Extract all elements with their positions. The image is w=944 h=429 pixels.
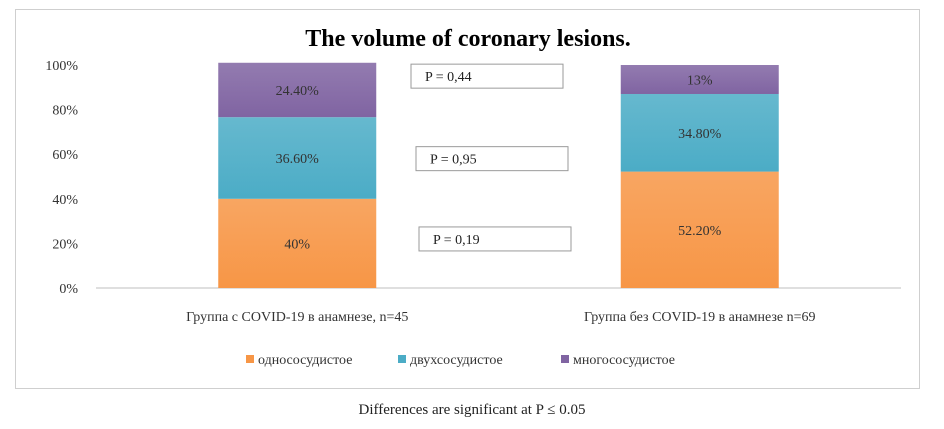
significance-footnote: Differences are significant at P ≤ 0.05 bbox=[358, 402, 586, 418]
p-value-box bbox=[418, 226, 572, 252]
data-label: 34.80% bbox=[678, 127, 722, 142]
data-label: 40% bbox=[284, 237, 310, 252]
y-tick-label: 40% bbox=[52, 193, 78, 208]
stacked-bar-chart: The volume of coronary lesions. 0% 20% 40% 6… bbox=[45, 26, 901, 368]
bar-segment bbox=[218, 62, 377, 118]
p-value-box bbox=[415, 146, 569, 172]
data-label: 13% bbox=[687, 73, 713, 88]
p-value-text: P = 0,95 bbox=[430, 153, 477, 168]
bar-segment bbox=[620, 93, 779, 172]
y-tick-label: 20% bbox=[52, 237, 78, 252]
p-value-text: P = 0,44 bbox=[425, 70, 472, 85]
x-category-label: Группа без COVID-19 в анамнезе n=69 bbox=[584, 310, 815, 325]
legend-swatch bbox=[246, 355, 254, 363]
legend-swatch bbox=[398, 355, 406, 363]
data-label: 24.40% bbox=[276, 84, 320, 99]
chart-frame: The volume of coronary lesions. 0% 20% 40% 6… bbox=[15, 9, 920, 389]
legend-label: многососудистое bbox=[573, 353, 675, 368]
legend-label: однососудистое bbox=[258, 353, 352, 368]
bar-segment bbox=[620, 65, 779, 94]
x-category-label: Группа с COVID-19 в анамнезе, n=45 bbox=[186, 310, 408, 325]
legend-label: двухсосудистое bbox=[410, 353, 503, 368]
bar-segment bbox=[218, 117, 377, 199]
y-tick-label: 60% bbox=[52, 148, 78, 163]
p-value-text: P = 0,19 bbox=[433, 233, 480, 248]
p-value-box bbox=[410, 63, 564, 89]
y-tick-label: 100% bbox=[45, 59, 78, 74]
legend-swatch bbox=[561, 355, 569, 363]
data-label: 36.60% bbox=[276, 152, 320, 167]
chart-title: The volume of coronary lesions. bbox=[305, 26, 631, 52]
bar-segment bbox=[218, 198, 377, 288]
y-tick-label: 80% bbox=[52, 104, 78, 119]
y-tick-label: 0% bbox=[59, 282, 78, 297]
data-label: 52.20% bbox=[678, 224, 722, 239]
bar-segment bbox=[620, 171, 779, 288]
